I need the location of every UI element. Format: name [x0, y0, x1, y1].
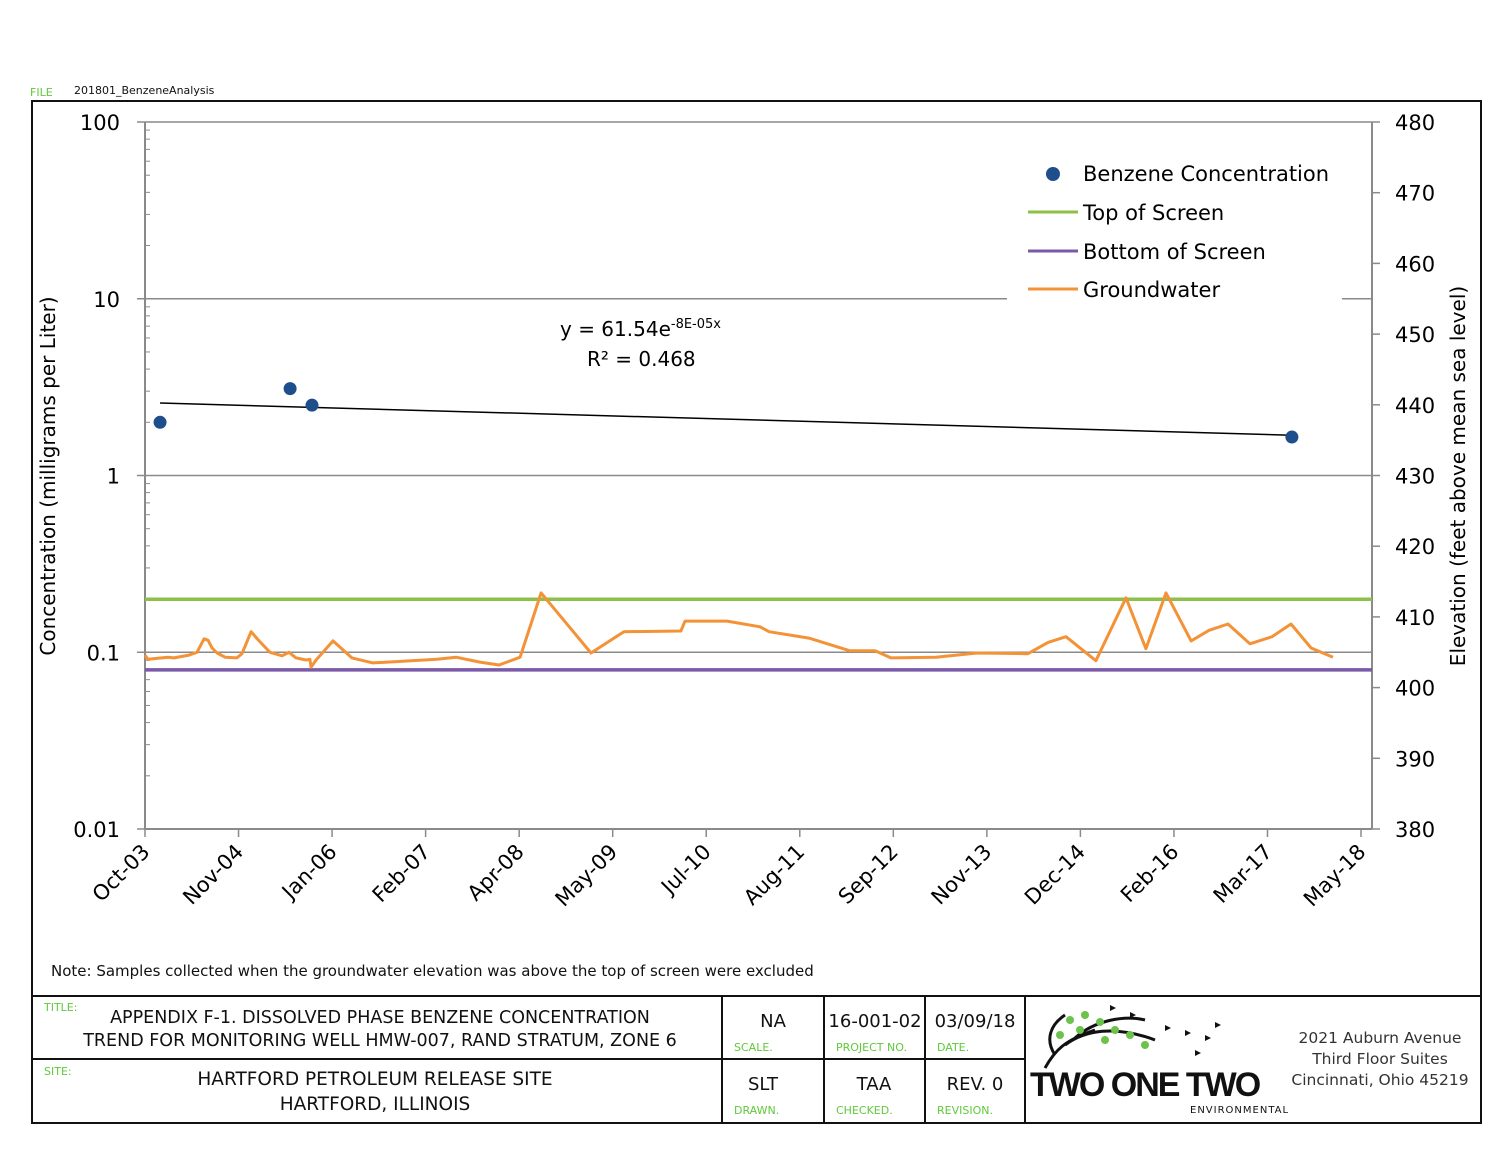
company-logo: TWO ONE TWO: [1030, 1066, 1261, 1104]
x-tick-label: Dec-14: [1020, 840, 1090, 910]
project-number: 16-001-02: [828, 1011, 922, 1032]
y2-tick-label: 400: [1395, 677, 1435, 701]
legend-marker-benzene: [1046, 167, 1060, 181]
x-tick-label: May-09: [551, 840, 623, 912]
equation-base: y = 61.54e: [560, 317, 671, 341]
drawn-by: SLT: [748, 1074, 778, 1095]
benzene-point: [153, 415, 167, 429]
chart: 0.01 0.1 1 10 100 380 390 400 410 420 430 440 450 460…: [36, 111, 1470, 912]
divider: [924, 995, 926, 1122]
x-tick-label: Nov-13: [927, 840, 997, 910]
gridlines: [145, 121, 1372, 653]
date-label: DATE.: [937, 1041, 970, 1054]
title-line-2: TREND FOR MONITORING WELL HMW-007, RAND …: [83, 1031, 677, 1051]
x-tick-label: Aug-11: [739, 840, 809, 910]
benzene-point: [305, 398, 319, 412]
date-value: 03/09/18: [934, 1011, 1016, 1032]
company-address: 2021 Auburn Avenue Third Floor Suites Ci…: [1282, 1028, 1478, 1091]
site-line-2: HARTFORD, ILLINOIS: [279, 1094, 471, 1115]
file-label: FILE: [30, 86, 53, 99]
logo-tree-icon: [1043, 1005, 1221, 1069]
y2-tick-label: 480: [1395, 111, 1435, 135]
trendline-r-squared: R² = 0.468: [587, 347, 696, 371]
x-tick-label: Mar-17: [1209, 840, 1277, 908]
benzene-point: [283, 382, 297, 396]
y2-tick-label: 460: [1395, 252, 1435, 276]
address-line-1: 2021 Auburn Avenue: [1298, 1029, 1462, 1047]
y-tick-label: 100: [80, 111, 120, 135]
drawing-title: APPENDIX F-1. DISSOLVED PHASE BENZENE CO…: [40, 1007, 720, 1053]
divider: [1024, 995, 1026, 1122]
benzene-point: [1285, 430, 1299, 444]
y-axis-title: Concentration (milligrams per Liter): [36, 296, 60, 655]
x-tick-label: Feb-07: [368, 840, 436, 908]
y2-tick-label: 440: [1395, 394, 1435, 418]
trendline: [160, 402, 1292, 436]
company-logo-subtitle: ENVIRONMENTAL: [1190, 1105, 1290, 1116]
x-tick-label: Jul-10: [655, 840, 716, 901]
checked-by: TAA: [856, 1074, 892, 1095]
drawing-frame: [31, 100, 1482, 1124]
legend-label-top-of-screen: Top of Screen: [1082, 201, 1224, 225]
equation-exponent: -8E-05x: [671, 317, 721, 332]
y-tick-label: 1: [107, 465, 120, 489]
y2-tick-label: 470: [1395, 182, 1435, 206]
site-line-1: HARTFORD PETROLEUM RELEASE SITE: [197, 1069, 553, 1090]
file-name: 201801_BenzeneAnalysis: [74, 84, 215, 97]
y2-tick-label: 430: [1395, 465, 1435, 489]
address-line-2: Third Floor Suites: [1312, 1050, 1448, 1068]
trendline-equation: y = 61.54e-8E-05x: [560, 317, 721, 341]
title-line-1: APPENDIX F-1. DISSOLVED PHASE BENZENE CO…: [110, 1008, 650, 1028]
project-number-label: PROJECT NO.: [836, 1041, 907, 1054]
y-tick-label: 0.01: [73, 818, 120, 842]
y-tick-label: 10: [93, 288, 120, 312]
y2-tick-label: 450: [1395, 323, 1435, 347]
drawn-label: DRAWN.: [734, 1104, 780, 1117]
legend-label-groundwater: Groundwater: [1083, 278, 1220, 302]
x-tick-label: Oct-03: [88, 840, 155, 907]
series-layer: [143, 382, 1372, 672]
y2-tick-label: 420: [1395, 535, 1435, 559]
y2-tick-label: 410: [1395, 606, 1435, 630]
x-tick-label: Sep-12: [834, 840, 903, 909]
groundwater-line: [143, 591, 1334, 669]
x-tick-label: Nov-04: [178, 840, 248, 910]
x-tick-label: Apr-08: [463, 840, 529, 906]
checked-label: CHECKED.: [836, 1104, 893, 1117]
x-tick-label: Jan-06: [276, 840, 342, 906]
x-tick-label: Feb-16: [1116, 840, 1184, 908]
chart-note: Note: Samples collected when the groundw…: [51, 962, 814, 980]
y2-tick-label: 390: [1395, 747, 1435, 771]
legend: Benzene Concentration Top of Screen Bott…: [1028, 162, 1329, 302]
revision-label: REVISION.: [937, 1104, 993, 1117]
divider: [721, 995, 723, 1122]
title-label: TITLE:: [44, 1001, 78, 1014]
legend-label-benzene: Benzene Concentration: [1083, 162, 1329, 186]
site-name: HARTFORD PETROLEUM RELEASE SITE HARTFORD…: [40, 1067, 710, 1117]
legend-label-bottom-of-screen: Bottom of Screen: [1083, 240, 1266, 264]
y2-axis-title: Elevation (feet above mean sea level): [1446, 286, 1470, 666]
divider: [31, 995, 1480, 997]
scale-label: SCALE.: [734, 1041, 773, 1054]
revision-value: REV. 0: [946, 1074, 1004, 1095]
divider: [31, 1058, 1025, 1060]
y-tick-label: 0.1: [87, 641, 120, 665]
legend-background: [1007, 150, 1342, 310]
address-line-3: Cincinnati, Ohio 45219: [1291, 1071, 1469, 1089]
divider: [823, 995, 825, 1122]
scale-value: NA: [760, 1011, 786, 1032]
y2-tick-label: 380: [1395, 818, 1435, 842]
x-tick-label: May-18: [1299, 840, 1371, 912]
site-label: SITE:: [44, 1065, 72, 1078]
